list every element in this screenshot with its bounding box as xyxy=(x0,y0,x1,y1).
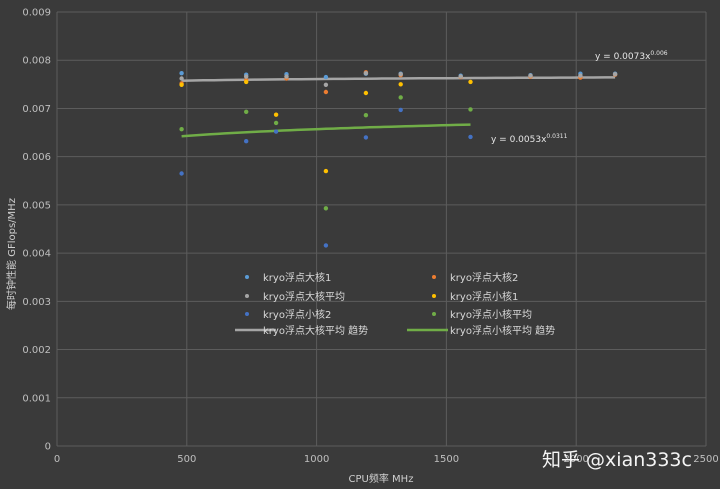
point-s3-6 xyxy=(468,79,473,85)
point-s3-4 xyxy=(363,90,369,96)
trend-equation-little: y = 0.0053x0.0311 xyxy=(491,133,568,145)
x-tick-label-5: 2500 xyxy=(693,454,718,465)
point-s2-4 xyxy=(363,71,369,76)
point-s4-2 xyxy=(273,129,279,134)
trend-equation-little-exp: 0.0311 xyxy=(546,133,567,140)
trend-equation-little-base: y = 0.0053x xyxy=(491,135,547,145)
point-s0-3 xyxy=(323,74,329,80)
y-tick-label-5: 0.005 xyxy=(22,200,51,211)
x-tick-label-3: 1500 xyxy=(434,454,459,465)
point-s4-3 xyxy=(323,243,329,248)
point-s4-1 xyxy=(244,139,249,144)
y-tick-label-6: 0.006 xyxy=(22,152,51,163)
point-s2-1 xyxy=(244,74,249,79)
legend-marker-little-core-2 xyxy=(245,312,249,316)
point-s2-0 xyxy=(179,76,184,81)
trend-equation-big-base: y = 0.0073x xyxy=(595,52,651,62)
point-s5-2 xyxy=(273,120,279,126)
legend: kryo浮点大核1 kryo浮点大核2 kryo浮点大核平均 kryo浮点小核1… xyxy=(235,271,555,337)
grid-lines xyxy=(56,11,707,447)
point-s5-0 xyxy=(179,127,184,132)
x-tick-label-0: 0 xyxy=(54,454,60,465)
legend-marker-big-core-1 xyxy=(245,275,249,279)
legend-label-big-core-2: kryo浮点大核2 xyxy=(450,271,518,284)
point-s2-2 xyxy=(284,74,289,79)
point-s1-3 xyxy=(323,89,329,95)
point-s5-3 xyxy=(323,206,329,211)
legend-label-big-trend: kryo浮点大核平均 趋势 xyxy=(263,324,368,337)
point-s3-1 xyxy=(244,79,249,85)
y-tick-label-7: 0.007 xyxy=(22,104,51,115)
legend-marker-big-core-avg xyxy=(245,294,249,298)
legend-label-little-core-1: kryo浮点小核1 xyxy=(450,290,518,303)
point-s2-7 xyxy=(528,73,533,78)
y-axis-title: 每时钟性能 GFlops/MHz xyxy=(5,198,18,310)
legend-label-big-core-avg: kryo浮点大核平均 xyxy=(263,290,345,303)
y-tick-label-2: 0.002 xyxy=(22,345,51,356)
point-s2-5 xyxy=(398,72,403,77)
point-s4-5 xyxy=(398,107,403,113)
y-tick-label-1: 0.001 xyxy=(22,393,51,404)
point-s3-5 xyxy=(398,82,403,87)
legend-label-little-core-2: kryo浮点小核2 xyxy=(263,308,331,321)
point-s3-2 xyxy=(273,112,279,117)
tick-labels: 0 500 1000 1500 2000 2500 0 0.001 0.002 0.003 0.00… xyxy=(22,8,718,466)
legend-label-little-core-avg: kryo浮点小核平均 xyxy=(450,308,532,321)
point-s5-6 xyxy=(468,107,473,112)
point-s2-3 xyxy=(323,82,329,88)
legend-label-little-trend: kryo浮点小核平均 趋势 xyxy=(450,324,555,337)
legend-label-big-core-1: kryo浮点大核1 xyxy=(263,271,331,284)
legend-marker-big-core-2 xyxy=(432,275,436,279)
x-tick-label-2: 1000 xyxy=(304,454,329,465)
y-tick-label-4: 0.004 xyxy=(22,249,51,260)
y-tick-label-9: 0.009 xyxy=(22,8,51,19)
y-tick-label-8: 0.008 xyxy=(22,56,51,67)
trendlines xyxy=(181,76,616,138)
point-s5-5 xyxy=(398,95,403,100)
trend-equation-big: y = 0.0073x0.006 xyxy=(595,50,668,62)
point-s4-6 xyxy=(468,134,473,140)
point-s2-8 xyxy=(578,73,583,78)
point-s5-1 xyxy=(244,109,249,115)
legend-marker-little-core-avg xyxy=(432,312,436,316)
point-s4-0 xyxy=(179,171,184,176)
legend-marker-little-core-1 xyxy=(432,294,436,298)
x-axis-title: CPU频率 MHz xyxy=(349,472,414,485)
x-tick-label-4: 2000 xyxy=(563,454,588,465)
point-s2-9 xyxy=(612,72,618,77)
point-s2-6 xyxy=(458,74,463,79)
x-tick-label-1: 500 xyxy=(177,454,196,465)
point-s4-4 xyxy=(363,135,369,140)
data-points xyxy=(179,70,618,248)
y-tick-label-0: 0 xyxy=(45,442,51,453)
point-s3-0 xyxy=(179,82,184,88)
point-s0-0 xyxy=(179,71,184,76)
point-s5-4 xyxy=(363,113,369,118)
watermark: 知乎 @xian333c xyxy=(542,449,692,471)
point-s3-3 xyxy=(323,168,329,174)
trend-equation-big-exp: 0.006 xyxy=(650,50,667,57)
y-tick-label-3: 0.003 xyxy=(22,297,51,308)
trendline-0 xyxy=(181,76,616,82)
trendline-1 xyxy=(181,123,471,138)
